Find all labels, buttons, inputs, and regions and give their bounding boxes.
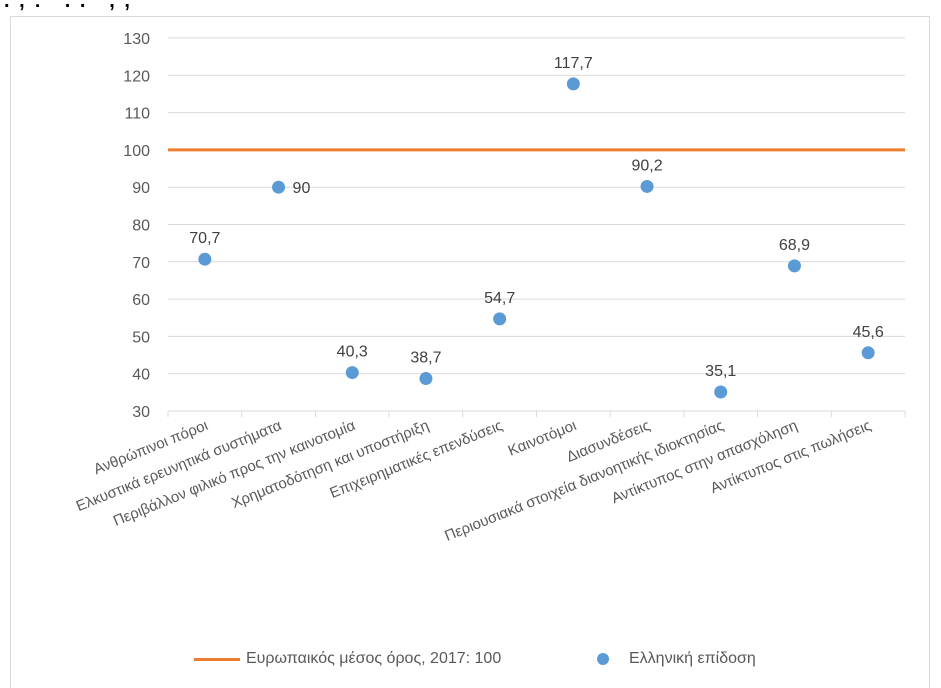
data-point — [198, 252, 212, 266]
y-tick-label: 90 — [132, 180, 150, 197]
data-point — [419, 372, 433, 386]
legend: Ευρωπαικός μέσος όρος, 2017: 100 Ελληνικ… — [0, 650, 941, 674]
data-label: 68,9 — [779, 237, 810, 254]
legend-dot-swatch — [597, 653, 609, 665]
data-point — [566, 77, 580, 91]
y-tick-label: 120 — [123, 68, 150, 85]
data-label: 54,7 — [484, 290, 515, 307]
y-tick-label: 110 — [124, 106, 150, 123]
y-tick-label: 130 — [123, 31, 150, 48]
y-tick-label: 70 — [132, 255, 150, 272]
legend-item-eu-average: Ευρωπαικός μέσος όρος, 2017: 100 — [194, 650, 501, 668]
data-label: 70,7 — [189, 230, 220, 247]
y-tick-label: 40 — [132, 367, 150, 384]
legend-item-greek-performance: Ελληνική επίδοση — [597, 650, 756, 668]
data-label: 90,2 — [631, 157, 662, 174]
data-label: 35,1 — [705, 363, 736, 380]
y-tick-label: 100 — [123, 143, 150, 160]
data-point — [345, 366, 359, 380]
y-tick-label: 60 — [132, 292, 150, 309]
data-point — [493, 312, 507, 326]
data-label: 90 — [293, 180, 311, 197]
data-label: 117,7 — [554, 55, 593, 72]
chart-frame — [10, 16, 930, 688]
data-label: 45,6 — [853, 324, 884, 341]
y-tick-label: 50 — [132, 329, 150, 346]
legend-label-eu-average: Ευρωπαικός μέσος όρος, 2017: 100 — [246, 650, 502, 667]
legend-label-greek-performance: Ελληνική επίδοση — [629, 650, 756, 667]
legend-line-swatch — [194, 657, 240, 661]
data-point — [272, 180, 286, 194]
y-tick-label: 30 — [132, 404, 150, 421]
data-point — [640, 179, 654, 193]
y-tick-label: 80 — [132, 218, 150, 235]
data-point — [787, 259, 801, 273]
data-label: 38,7 — [410, 350, 441, 367]
data-point — [714, 385, 728, 399]
data-label: 40,3 — [337, 344, 368, 361]
cropped-heading: . , : ' . . ' , , — [4, 0, 132, 12]
data-point — [861, 346, 875, 360]
